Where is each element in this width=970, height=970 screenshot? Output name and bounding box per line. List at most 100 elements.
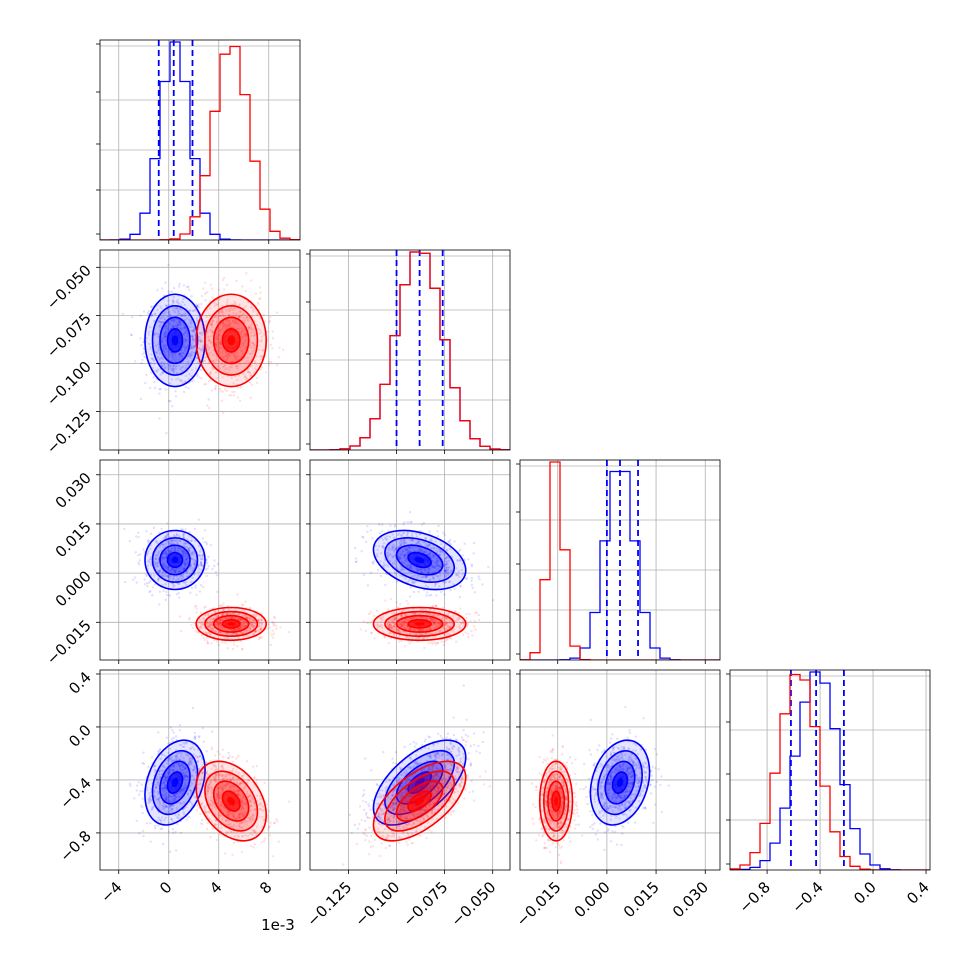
contour-line — [204, 304, 259, 376]
contour-line — [384, 610, 456, 638]
contour-line — [212, 780, 250, 822]
axis-frame — [99, 669, 301, 871]
density-fill-0 — [145, 740, 205, 825]
contour-line — [372, 739, 467, 826]
density-level — [227, 335, 236, 346]
y-tick-label: −0.050 — [43, 261, 95, 313]
y-tick-label: 0.015 — [52, 518, 95, 561]
contour-lines-0 — [144, 739, 206, 826]
contour-line — [384, 770, 456, 832]
density-level — [227, 796, 236, 806]
contour-line — [166, 771, 184, 794]
hist-panel-2 — [516, 459, 721, 664]
contour-line — [395, 780, 444, 822]
contour-line — [221, 619, 241, 629]
y-tick-label: −0.075 — [43, 309, 95, 361]
contour-line — [195, 293, 267, 388]
contour-line — [395, 614, 444, 633]
contour-line — [212, 316, 250, 365]
axis-frame — [309, 249, 511, 451]
x-tick-label: −0.075 — [399, 878, 451, 930]
histogram-1 — [100, 45, 300, 240]
contour-line — [372, 529, 467, 591]
panel-1-0 — [96, 249, 301, 454]
contour-line — [221, 790, 241, 812]
panels-layer — [96, 39, 931, 874]
axis-frame — [99, 249, 301, 451]
axis-frame — [309, 459, 511, 661]
contour-line — [144, 529, 206, 591]
contour-line — [604, 760, 636, 805]
density-level — [171, 777, 179, 788]
histogram-0 — [730, 671, 930, 870]
contour-line — [159, 316, 191, 365]
density-fill-0 — [590, 740, 650, 825]
contour-line — [384, 750, 456, 816]
y-tick-label: −0.015 — [43, 616, 95, 668]
x-tick-label: 0.000 — [571, 878, 614, 921]
density-level — [414, 777, 425, 788]
contour-line — [547, 780, 566, 822]
density-level — [227, 622, 236, 626]
axis-frame — [519, 669, 721, 871]
contour-lines-1 — [538, 760, 574, 842]
contour-lines-1 — [372, 606, 467, 642]
y-tick-label: −0.8 — [56, 827, 94, 865]
hist-panel-0 — [96, 39, 301, 244]
contour-lines-1 — [372, 760, 467, 842]
y-tick-label: 0.030 — [52, 469, 95, 512]
hist-panel-1 — [306, 249, 511, 454]
y-tick-label: −0.100 — [43, 358, 95, 410]
x-tick-label: −0.015 — [513, 878, 565, 930]
density-fill-1 — [196, 294, 267, 387]
panel-3-2 — [516, 669, 721, 874]
density-level — [414, 622, 425, 626]
x-tick-label: 4 — [206, 878, 225, 897]
x-tick-label: −0.050 — [448, 878, 500, 930]
axis-frame — [99, 459, 301, 661]
y-tick-label: 0.0 — [65, 721, 95, 751]
x-tick-label: 0.0 — [850, 878, 880, 908]
x-tick-label: 0.030 — [669, 878, 712, 921]
contour-line — [611, 771, 629, 794]
x-tick-label: −0.4 — [788, 878, 826, 916]
contour-line — [151, 750, 199, 816]
contour-line — [204, 610, 259, 638]
contour-line — [195, 760, 267, 842]
contour-lines-1 — [195, 606, 267, 642]
y-tick-label: −0.125 — [43, 406, 95, 458]
contour-line — [159, 760, 191, 805]
contour-line — [159, 544, 191, 576]
hist-panel-3 — [726, 669, 931, 874]
density-level — [171, 556, 179, 564]
x-tick-label: −0.8 — [735, 878, 773, 916]
contour-lines-0 — [144, 529, 206, 591]
contour-line — [212, 614, 250, 633]
x-offset-text: 1e-3 — [261, 916, 295, 934]
y-tick-label: 0.000 — [52, 567, 95, 610]
contour-line — [597, 750, 643, 816]
contour-line — [407, 619, 432, 629]
x-tick-label: 0 — [156, 878, 175, 897]
contour-line — [542, 770, 570, 832]
y-tick-label: 0.4 — [65, 668, 95, 698]
contour-line — [372, 760, 467, 842]
contour-line — [166, 328, 184, 353]
contour-lines-1 — [195, 293, 267, 388]
contour-line — [384, 537, 456, 583]
density-fill-1 — [373, 761, 466, 841]
contour-line — [407, 790, 432, 812]
density-fill-0 — [373, 530, 466, 590]
panel-3-0 — [96, 669, 301, 874]
density-level — [616, 777, 624, 788]
density-level — [554, 796, 558, 806]
panel-2-1 — [306, 459, 511, 664]
contour-line — [204, 770, 259, 832]
axis-frame — [519, 459, 721, 661]
contour-line — [407, 551, 432, 569]
density-level — [171, 335, 179, 346]
density-fill-0 — [145, 530, 205, 590]
contour-line — [195, 606, 267, 642]
density-level — [414, 796, 425, 806]
